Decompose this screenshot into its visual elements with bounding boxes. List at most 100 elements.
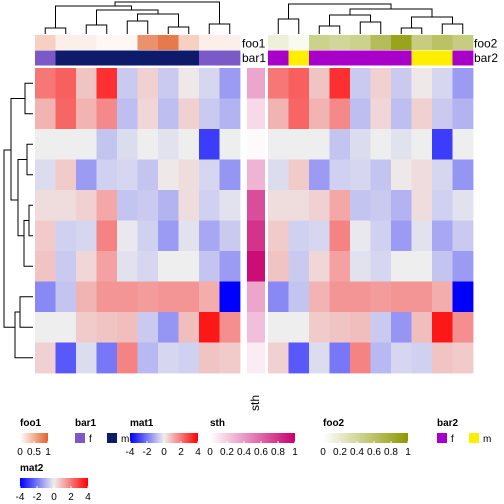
mat2-cell — [329, 68, 351, 99]
mat2-cell — [411, 281, 433, 313]
mat1-cell — [178, 129, 200, 160]
label-bar2: bar2 — [474, 51, 498, 65]
mat2-cell — [370, 68, 392, 99]
mat2-cell — [452, 220, 474, 252]
mat2-cell — [350, 190, 371, 221]
mat1-cell — [219, 342, 241, 374]
legend-tick-label: 4 — [195, 447, 201, 458]
legend-tick-label: 0.8 — [384, 447, 398, 458]
heatmap-mat1 — [35, 68, 241, 374]
bar2-cell — [329, 50, 351, 66]
mat2-cell — [309, 190, 330, 221]
mat1-cell — [117, 129, 138, 160]
bar1-cell — [55, 50, 77, 66]
mat2-cell — [432, 68, 453, 99]
mat1-cell — [96, 312, 118, 343]
mat2-cell — [329, 281, 351, 313]
mat1-cell — [178, 342, 200, 374]
dendrogram-branch — [329, 14, 371, 26]
label-foo2: foo2 — [474, 37, 498, 51]
mat1-cell — [137, 190, 159, 221]
mat1-cell — [137, 251, 159, 282]
mat1-cell — [219, 281, 241, 313]
legend-level: m — [121, 434, 129, 445]
mat2-cell — [268, 312, 289, 343]
mat2-cell — [391, 281, 412, 313]
mat2-cell — [309, 98, 330, 130]
mat1-cell — [55, 342, 77, 374]
mat2-cell — [268, 220, 289, 252]
mat2-cell — [370, 159, 392, 191]
mat1-cell — [76, 159, 97, 191]
mat2-cell — [432, 98, 453, 130]
bar2-cell — [391, 50, 412, 66]
mat2-cell — [329, 159, 351, 191]
mat1-cell — [158, 251, 179, 282]
mat1-cell — [199, 68, 220, 99]
legend-level: m — [483, 434, 491, 445]
dendrogram-branch — [85, 24, 108, 34]
mat2-cell — [391, 312, 412, 343]
bar1-cell — [178, 50, 200, 66]
dendrogram-branch — [167, 26, 190, 34]
legend-level: f — [89, 434, 92, 445]
mat2-cell — [268, 190, 289, 221]
dendrogram-branch — [349, 8, 433, 17]
mat2-cell — [329, 342, 351, 374]
mat1-cell — [117, 312, 138, 343]
mat1-cell — [96, 190, 118, 221]
mat1-cell — [96, 281, 118, 313]
mat2-cell — [350, 281, 371, 313]
mat1-cell — [178, 159, 200, 191]
left-column-annotations — [35, 35, 241, 66]
foo1-cell — [76, 35, 97, 50]
mat2-cell — [432, 220, 453, 252]
dendrogram-branch — [26, 143, 33, 176]
mat2-cell — [309, 129, 330, 160]
mat1-cell — [158, 159, 179, 191]
foo1-cell — [117, 35, 138, 50]
foo1-cell — [219, 35, 241, 50]
mat1-cell — [35, 68, 56, 99]
legend-tick-label: 4 — [85, 492, 91, 503]
legend-title-foo1: foo1 — [20, 418, 42, 429]
mat1-cell — [219, 68, 241, 99]
mat2-cell — [268, 159, 289, 191]
mat1-cell — [76, 220, 97, 252]
right-column-annotations — [268, 35, 474, 66]
mat1-cell — [96, 220, 118, 252]
legend-tick-label: 0.5 — [27, 447, 41, 458]
label-sth: sth — [248, 395, 262, 411]
legend-colorbar-sth — [210, 433, 295, 443]
legend-tick-label: 2 — [68, 492, 74, 503]
mat2-cell — [370, 312, 392, 343]
mat1-cell — [117, 68, 138, 99]
mat1-cell — [55, 251, 77, 282]
mat2-cell — [411, 68, 433, 99]
legend-title-mat2: mat2 — [20, 463, 44, 474]
mat1-cell — [158, 312, 179, 343]
mat1-cell — [96, 98, 118, 130]
legend-title-foo2: foo2 — [323, 418, 345, 429]
mat1-cell — [55, 220, 77, 252]
dendrogram-branch — [55, 5, 132, 28]
mat2-cell — [350, 129, 371, 160]
legend-colorbar-foo2 — [323, 433, 408, 443]
sth-cell — [247, 129, 265, 160]
dendrogram-branch — [3, 149, 15, 328]
foo2-cell — [452, 35, 474, 50]
foo1-cell — [158, 35, 179, 50]
mat2-cell — [452, 312, 474, 343]
mat2-cell — [350, 220, 371, 252]
mat1-cell — [158, 98, 179, 130]
mat2-cell — [329, 251, 351, 282]
mat2-cell — [432, 159, 453, 191]
bar1-cell — [199, 50, 220, 66]
mat1-cell — [199, 129, 220, 160]
legend-tick-label: 0 — [17, 447, 23, 458]
mat1-cell — [55, 281, 77, 313]
mat1-cell — [55, 129, 77, 160]
mat2-cell — [411, 220, 433, 252]
mat2-cell — [309, 68, 330, 99]
mat2-cell — [391, 190, 412, 221]
